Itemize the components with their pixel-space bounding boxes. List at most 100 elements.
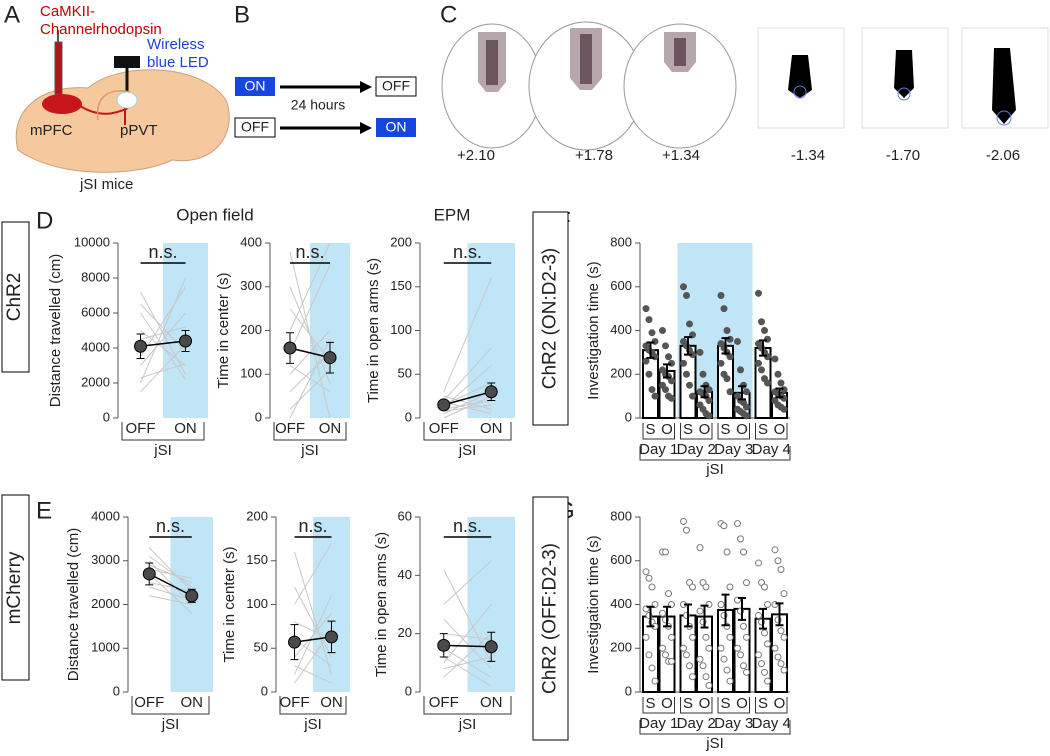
row-box [532,211,569,426]
off-box [234,117,276,138]
data-point [717,292,725,299]
x-tick-label: ON [480,420,503,437]
data-point [683,526,690,534]
fiber-site [996,110,1012,126]
individual-line [443,604,492,664]
y-tick-label: 3000 [91,552,120,567]
data-point [686,320,693,328]
y-axis-label: Distance travelled (cm) [47,254,64,407]
data-point [726,583,734,591]
x-tick-label: ON [320,694,343,711]
series-label: S [720,421,730,438]
data-point [662,548,669,556]
series-label: S [645,695,655,712]
led-label: Wireless [147,36,205,53]
coordinate: -1.70 [886,147,920,164]
x-tick-label: Day 4 [752,715,791,732]
data-point [780,590,788,598]
data-point [761,629,768,637]
state-label: OFF [241,119,269,135]
x-tick-label: Day 3 [714,715,753,732]
data-point [737,535,744,543]
group-label: jSI [161,716,180,733]
individual-line [443,401,492,415]
data-point [642,568,650,576]
day-bracket [717,423,750,440]
annotation: n.s. [453,516,482,536]
data-point [705,601,713,608]
x-tick-label: Day 2 [677,715,716,732]
data-point [780,394,788,402]
chart-title: ChR2 (ON:D2-3) [540,248,561,389]
row-label: mCherry [4,551,25,624]
individual-line [148,547,193,592]
y-tick-label: 150 [246,552,268,567]
y-tick-label: 1000 [91,640,120,655]
coordinate: +2.10 [457,147,495,164]
brain-sections [441,21,1049,151]
individual-line [149,595,192,605]
data-point [780,405,788,413]
data-point [743,412,750,420]
day-bracket [680,697,713,714]
section-fill [674,38,686,66]
series-label: O [699,695,711,712]
panel-label: E [36,497,52,524]
data-point [699,662,707,670]
group-bracket [639,446,791,461]
y-tick-label: 100 [390,322,412,337]
y-tick-label: 600 [610,552,632,567]
y-axis-label: Time in open arms (s) [373,532,390,677]
y-tick-label: 200 [610,640,632,655]
individual-line [443,560,492,605]
group-label: jSI [458,716,477,733]
led-label: blue LED [147,54,209,71]
individual-line [149,582,192,592]
y-tick-label: 0 [625,683,632,698]
section-fill [486,40,498,85]
series-label: S [683,421,693,438]
coordinate: -2.06 [986,147,1020,164]
y-tick-label: 100 [246,596,268,611]
data-point [659,609,666,617]
y-tick-label: 2000 [81,374,110,389]
individual-line [443,656,492,687]
y-tick-label: 4000 [91,508,120,523]
data-point [668,657,675,665]
y-tick-label: 800 [610,234,632,249]
data-point [777,379,785,387]
data-point [648,664,656,672]
y-tick-label: 200 [246,508,268,523]
data-point [662,386,669,394]
data-point [683,292,690,299]
individual-line [443,633,492,678]
mean-point [283,341,297,355]
individual-line [443,382,492,406]
data-point [771,601,779,608]
series-label: O [736,695,748,712]
error-bar [646,605,655,628]
group-bracket [423,422,512,441]
data-point [743,403,750,411]
data-point [764,677,771,685]
led-device [114,56,140,68]
group-bracket [273,422,347,441]
y-tick-label: 200 [240,322,262,337]
y-tick-label: 200 [610,366,632,381]
mean-point [437,398,451,412]
day-bracket [755,423,788,440]
day-bracket [755,697,788,714]
individual-line [443,395,492,419]
data-point [662,651,669,659]
virus-label: CaMKII- [40,3,95,20]
mean-line [443,644,492,648]
error-bar [738,385,746,401]
row-box [532,496,569,741]
group-label: jSI [705,735,724,752]
data-point [680,283,687,291]
data-point [777,660,785,668]
data-point [740,548,747,556]
individual-line [140,344,186,393]
section-title: EPM [434,205,471,224]
error-bar [721,593,730,627]
